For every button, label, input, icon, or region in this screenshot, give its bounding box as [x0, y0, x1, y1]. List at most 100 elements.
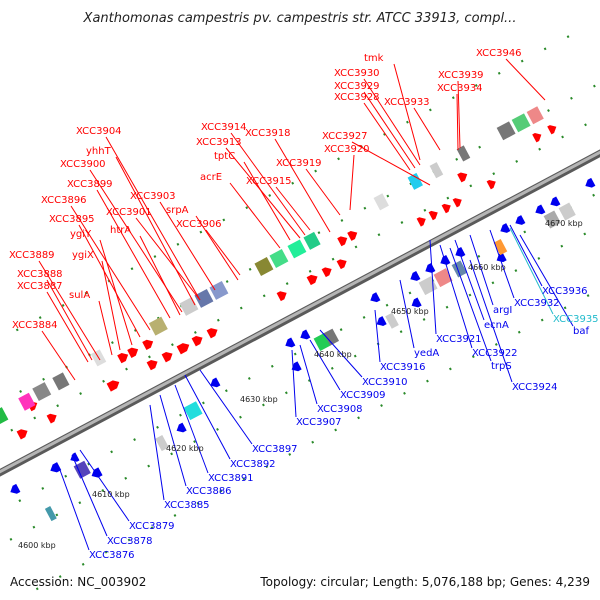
reverse-gene-arrow[interactable] — [368, 292, 381, 304]
gene-label[interactable]: XCC3921 — [436, 334, 482, 345]
forward-gene-arrow[interactable] — [452, 196, 464, 208]
reverse-gene-arrow[interactable] — [498, 223, 511, 235]
feature-box[interactable] — [44, 505, 57, 522]
gene-label[interactable]: XCC3904 — [76, 126, 122, 137]
gene-label[interactable]: XCC3946 — [476, 48, 522, 59]
reverse-gene-arrow[interactable] — [548, 196, 561, 208]
forward-gene-arrow[interactable] — [347, 229, 359, 241]
gene-label[interactable]: XCC3914 — [201, 122, 247, 133]
gene-label[interactable]: sulA — [69, 290, 90, 301]
reverse-gene-arrow[interactable] — [68, 452, 80, 464]
gene-label[interactable]: XCC3879 — [129, 521, 175, 532]
feature-box[interactable] — [323, 328, 340, 346]
feature-box[interactable] — [269, 249, 289, 268]
gene-label[interactable]: ygiY — [70, 229, 92, 240]
feature-box[interactable] — [32, 382, 52, 402]
gene-label[interactable]: XCC3888 — [17, 269, 63, 280]
forward-gene-arrow[interactable] — [176, 341, 192, 355]
feature-box[interactable] — [451, 260, 468, 278]
gene-label[interactable]: htrA — [110, 225, 131, 236]
feature-box[interactable] — [254, 257, 274, 276]
gene-label[interactable]: ecnA — [484, 320, 509, 331]
forward-gene-arrow[interactable] — [276, 289, 289, 302]
gene-label[interactable]: baf — [573, 326, 589, 337]
gene-label[interactable]: XCC3878 — [107, 536, 153, 547]
gene-label[interactable]: XCC3910 — [362, 377, 408, 388]
gene-label[interactable]: XCC3909 — [340, 390, 386, 401]
gene-label[interactable]: XCC3932 — [514, 298, 560, 309]
reverse-gene-arrow[interactable] — [453, 247, 466, 259]
gene-label[interactable]: XCC3876 — [89, 550, 135, 561]
gene-label[interactable]: tptC — [214, 151, 235, 162]
feature-box[interactable] — [73, 460, 91, 479]
forward-gene-arrow[interactable] — [416, 215, 428, 227]
gene-label[interactable]: tmk — [364, 53, 384, 64]
forward-gene-arrow[interactable] — [142, 337, 155, 350]
gene-label[interactable]: XCC3899 — [67, 179, 113, 190]
reverse-gene-arrow[interactable] — [408, 270, 421, 283]
reverse-gene-arrow[interactable] — [438, 255, 451, 267]
gene-label[interactable]: XCC3906 — [176, 219, 222, 230]
gene-label[interactable]: XCC3934 — [437, 83, 483, 94]
gene-label[interactable]: acrE — [200, 172, 222, 183]
gene-label[interactable]: XCC3907 — [296, 417, 342, 428]
reverse-gene-arrow[interactable] — [208, 377, 221, 389]
feature-box[interactable] — [52, 372, 70, 391]
gene-label[interactable]: XCC3933 — [384, 97, 430, 108]
gene-label[interactable]: yedA — [414, 348, 439, 359]
forward-gene-arrow[interactable] — [486, 178, 498, 190]
gene-label[interactable]: XCC3922 — [472, 348, 518, 359]
forward-gene-arrow[interactable] — [306, 272, 320, 286]
feature-box[interactable] — [0, 407, 9, 426]
gene-label[interactable]: XCC3900 — [60, 159, 106, 170]
gene-label[interactable]: argI — [493, 305, 512, 316]
feature-box[interactable] — [303, 231, 321, 250]
feature-box[interactable] — [209, 280, 229, 300]
reverse-gene-arrow[interactable] — [298, 329, 311, 342]
feature-box[interactable] — [194, 288, 214, 308]
forward-gene-arrow[interactable] — [46, 411, 59, 424]
gene-label[interactable]: XCC3892 — [230, 459, 276, 470]
gene-label[interactable]: XCC3916 — [380, 362, 426, 373]
forward-gene-arrow[interactable] — [206, 326, 220, 339]
forward-gene-arrow[interactable] — [106, 378, 122, 392]
gene-label[interactable]: srpA — [166, 205, 189, 216]
feature-box[interactable] — [148, 316, 168, 336]
reverse-gene-arrow[interactable] — [423, 263, 436, 275]
gene-label[interactable]: XCC3918 — [245, 128, 291, 139]
gene-label[interactable]: XCC3885 — [164, 500, 210, 511]
gene-label[interactable]: ygiX — [72, 250, 94, 261]
reverse-gene-arrow[interactable] — [583, 177, 596, 190]
gene-label[interactable]: XCC3929 — [334, 81, 380, 92]
forward-gene-arrow[interactable] — [191, 334, 205, 347]
feature-box[interactable] — [511, 113, 531, 133]
forward-gene-arrow[interactable] — [321, 265, 334, 278]
forward-gene-arrow[interactable] — [127, 345, 140, 358]
reverse-gene-arrow[interactable] — [289, 361, 302, 373]
gene-label[interactable]: XCC3908 — [317, 404, 363, 415]
feature-box[interactable] — [456, 145, 471, 162]
feature-box[interactable] — [526, 106, 544, 125]
feature-box[interactable] — [179, 296, 199, 316]
forward-gene-arrow[interactable] — [117, 351, 130, 364]
reverse-gene-arrow[interactable] — [513, 215, 526, 227]
reverse-gene-arrow[interactable] — [533, 204, 546, 216]
gene-label[interactable]: XCC3928 — [334, 92, 380, 103]
feature-box[interactable] — [558, 202, 576, 221]
gene-label[interactable]: XCC3901 — [106, 207, 152, 218]
gene-label[interactable]: XCC3887 — [17, 281, 63, 292]
feature-box[interactable] — [433, 268, 453, 288]
feature-box[interactable] — [429, 162, 444, 179]
gene-label[interactable]: XCC3889 — [9, 250, 55, 261]
forward-gene-arrow[interactable] — [547, 123, 558, 135]
gene-label[interactable]: XCC3884 — [12, 320, 58, 331]
feature-box[interactable] — [543, 210, 561, 229]
forward-gene-arrow[interactable] — [457, 170, 469, 183]
feature-box[interactable] — [287, 239, 307, 259]
gene-label[interactable]: trpS — [491, 361, 512, 372]
gene-label[interactable]: XCC3891 — [208, 473, 254, 484]
gene-label[interactable]: XCC3919 — [276, 158, 322, 169]
gene-label[interactable]: XCC3886 — [186, 486, 232, 497]
gene-label[interactable]: XCC3895 — [49, 214, 95, 225]
gene-label[interactable]: XCC3924 — [512, 382, 558, 393]
